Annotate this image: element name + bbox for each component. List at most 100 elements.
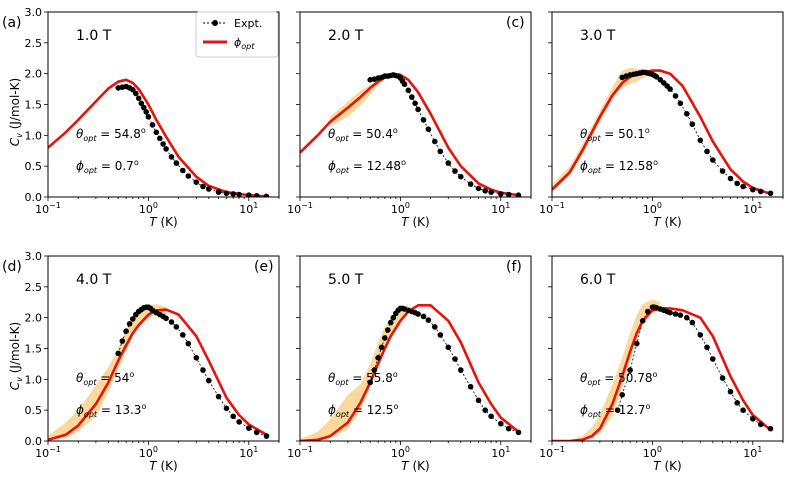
x-axis-label: T (K) [149,459,177,473]
expt-point [253,429,260,436]
expt-point [639,318,646,324]
y-tick-label: 0.5 [25,160,43,173]
expt-point [157,135,163,142]
expt-point [498,420,504,427]
expt-point [230,191,236,197]
expt-point [168,154,175,160]
expt-point [475,185,482,192]
theta-annotation: θopt = 50.4o [328,126,398,143]
expt-point [185,173,192,179]
expt-point [653,74,660,80]
expt-point [223,190,230,197]
expt-point [367,379,374,386]
x-tick-label: 100 [391,445,410,460]
expt-point [253,193,260,197]
expt-point [667,86,673,92]
expt-point [505,191,512,197]
expt-point [697,137,704,144]
legend-expt-label: Expt. [234,17,262,30]
x-axis-label: T (K) [149,215,177,229]
expt-point [437,148,444,155]
expt-point [619,392,625,398]
y-tick-label: 2.5 [25,37,43,50]
expt-point [173,160,180,166]
expt-point [401,81,408,87]
expt-point [160,141,166,147]
x-tick-label: 101 [743,201,762,216]
expt-point [215,393,222,400]
expt-point [458,367,464,373]
expt-point [689,121,696,127]
expt-point [378,344,385,351]
expt-point [149,122,156,128]
field-label: 3.0 T [580,28,616,44]
expt-point [425,317,432,323]
expt-point [263,193,270,197]
expt-point [704,148,710,155]
expt-point [719,375,726,381]
fit-line [300,303,520,441]
expt-point [163,146,169,152]
legend-fit-label: ϕopt [234,36,255,51]
expt-point [727,388,734,395]
panel-letter: (a) [2,15,22,31]
expt-point [515,429,522,436]
field-label: 5.0 T [328,272,364,288]
x-tick-label: 101 [491,201,510,216]
phi-annotation: ϕopt = 12.5o [328,402,398,419]
x-tick-label: 100 [391,201,410,216]
expt-point [163,315,169,322]
phi-annotation: ϕopt = 12.7o [580,402,650,419]
expt-point [740,183,746,190]
expt-point [677,312,684,319]
phi-annotation: ϕopt = 12.58o [580,158,658,175]
expt-point [126,321,133,327]
expt-point [173,324,180,330]
expt-point [415,106,421,113]
field-label: 1.0 T [76,28,112,44]
svg-text:Cv (J/mol-K): Cv (J/mol-K) [8,322,24,390]
y-tick-label: 0.0 [25,191,43,204]
expt-point [382,335,388,341]
expt-point [246,192,252,197]
expt-point [458,173,464,180]
expt-point [143,109,149,115]
ylabel-bottom: Cv (J/mol-K) [8,322,24,390]
x-tick-label: 10−1 [287,445,313,460]
uncertainty-band [300,304,409,441]
y-tick-label: 1.0 [25,373,43,386]
x-tick-label: 101 [239,201,258,216]
y-tick-label: 2.0 [25,68,43,81]
expt-point [482,407,489,414]
expt-point [168,319,175,325]
expt-point [740,407,746,414]
expt-point [684,111,690,117]
expt-point [425,126,432,132]
expt-point [710,356,716,362]
expt-point [200,183,206,190]
phi-annotation: ϕopt = 12.48o [328,158,406,175]
expt-point [750,416,756,422]
uncertainty-band [330,74,401,127]
expt-point [710,157,716,163]
expt-point [185,340,192,347]
svg-text:Cv (J/mol-K): Cv (J/mol-K) [8,78,24,146]
fit-line [552,69,771,196]
expt-point [667,309,673,316]
phi-annotation: ϕopt = 0.7o [76,158,139,175]
expt-point [200,367,206,373]
expt-point [420,313,427,320]
x-tick-label: 100 [643,445,662,460]
expt-point [405,87,412,94]
y-tick-label: 3.0 [25,250,43,263]
expt-point [385,327,391,333]
expt-point [445,160,452,166]
field-label: 6.0 T [580,272,616,288]
expt-point [719,168,726,174]
expt-point [672,93,679,99]
expt-point [757,421,764,428]
expt-point [452,168,458,174]
expt-point [767,190,774,197]
panels-container: 10−1 100 101 0.0 0.5 1.0 1.5 2.0 2.5 3.0 T (K) (a) 1… [2,6,784,473]
